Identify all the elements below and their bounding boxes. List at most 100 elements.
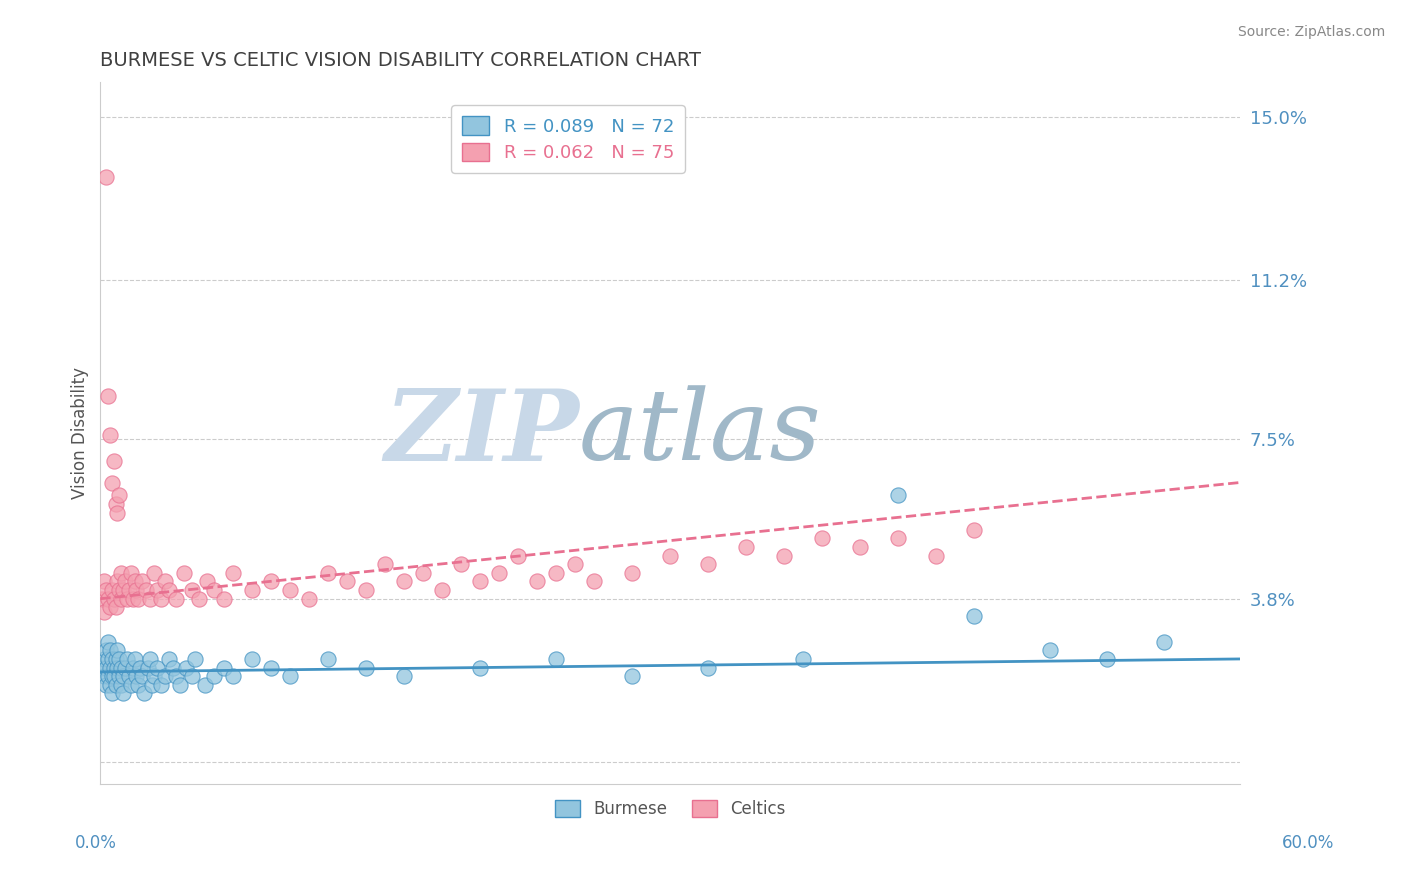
Point (124, 574, 146, 589)
Point (94, 643, 117, 657)
Point (114, 660, 136, 674)
Point (127, 678, 149, 692)
Point (127, 591, 149, 606)
Point (925, 549, 948, 563)
Point (146, 660, 169, 674)
Point (184, 652, 207, 666)
Point (120, 678, 142, 692)
Point (430, 583, 453, 598)
Point (100, 686, 122, 700)
Point (104, 652, 127, 666)
Point (107, 574, 129, 589)
Point (121, 591, 143, 606)
Text: BURMESE VS CELTIC VISION DISABILITY CORRELATION CHART: BURMESE VS CELTIC VISION DISABILITY CORR… (100, 51, 702, 70)
Point (131, 669, 153, 683)
Point (546, 566, 568, 580)
Point (222, 566, 245, 580)
Point (194, 678, 217, 692)
Text: atlas: atlas (579, 385, 821, 481)
Point (98, 660, 121, 674)
Point (887, 488, 910, 502)
Point (773, 549, 796, 563)
Text: ZIP: ZIP (384, 384, 579, 482)
Point (132, 686, 155, 700)
Point (112, 686, 135, 700)
Point (110, 591, 132, 606)
Point (108, 583, 131, 598)
Point (169, 678, 191, 692)
Point (131, 574, 153, 589)
Point (118, 583, 141, 598)
Point (1153, 634, 1175, 648)
Point (811, 532, 834, 546)
Point (125, 583, 148, 598)
Point (142, 669, 165, 683)
Point (260, 660, 283, 674)
Point (202, 583, 225, 598)
Point (103, 591, 125, 606)
Point (103, 660, 125, 674)
Point (108, 488, 131, 502)
Point (94, 678, 117, 692)
Point (470, 660, 492, 674)
Point (98, 600, 121, 615)
Point (470, 574, 492, 589)
Point (103, 454, 125, 468)
Point (141, 678, 163, 692)
Point (1095, 652, 1118, 666)
Point (697, 558, 720, 572)
Point (564, 558, 586, 572)
Point (104, 678, 127, 692)
Point (112, 583, 135, 598)
Point (115, 652, 138, 666)
Point (374, 558, 396, 572)
Point (697, 660, 720, 674)
Point (195, 574, 218, 589)
Point (222, 669, 245, 683)
Point (138, 591, 160, 606)
Point (153, 669, 176, 683)
Point (110, 678, 132, 692)
Point (392, 669, 415, 683)
Point (98, 428, 121, 442)
Point (100, 669, 122, 683)
Point (260, 574, 283, 589)
Point (93, 652, 115, 666)
Point (107, 660, 129, 674)
Point (118, 669, 141, 683)
Point (202, 669, 225, 683)
Point (963, 608, 986, 623)
Text: 0.0%: 0.0% (75, 834, 117, 852)
Point (392, 574, 415, 589)
Point (792, 652, 814, 666)
Point (112, 669, 135, 683)
Point (508, 549, 530, 563)
Point (316, 652, 339, 666)
Point (120, 566, 142, 580)
Point (354, 660, 377, 674)
Point (107, 506, 129, 520)
Y-axis label: Vision Disability: Vision Disability (72, 367, 89, 499)
Point (173, 566, 195, 580)
Point (278, 583, 301, 598)
Point (278, 669, 301, 683)
Point (174, 660, 197, 674)
Point (150, 678, 173, 692)
Point (98, 678, 121, 692)
Point (97, 634, 120, 648)
Point (97, 652, 120, 666)
Point (162, 660, 184, 674)
Point (180, 583, 202, 598)
Point (659, 549, 682, 563)
Point (108, 652, 131, 666)
Point (142, 566, 165, 580)
Point (135, 583, 157, 598)
Point (298, 591, 321, 606)
Point (146, 583, 169, 598)
Point (91, 591, 114, 606)
Point (115, 591, 138, 606)
Point (963, 523, 986, 537)
Point (240, 652, 263, 666)
Point (212, 591, 235, 606)
Point (621, 566, 644, 580)
